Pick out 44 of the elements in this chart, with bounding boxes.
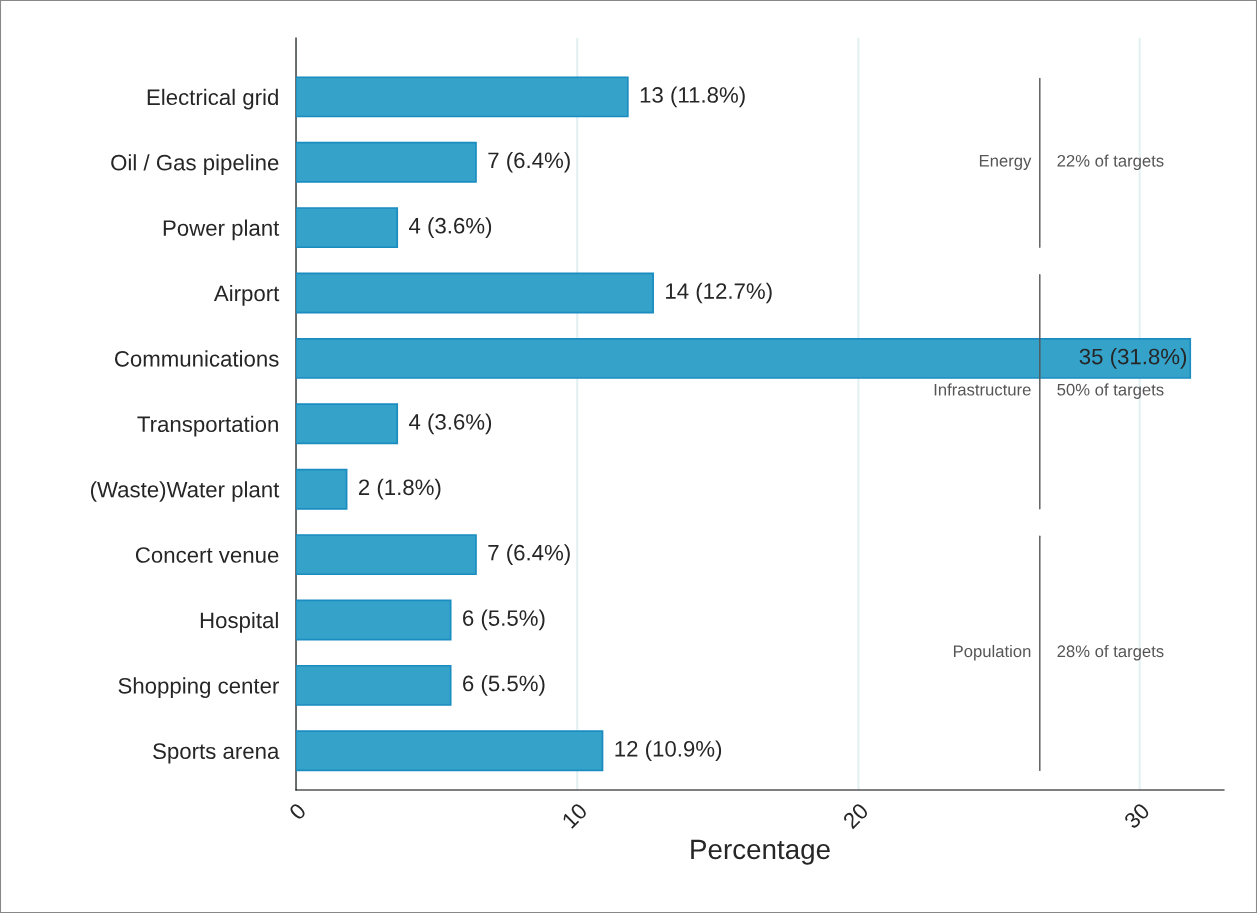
data-label: 35 (31.8%) [1079, 348, 1187, 369]
data-label: 7 (6.4%) [488, 544, 570, 565]
data-label: 4 (3.6%) [409, 217, 492, 238]
data-label: 12 (10.9%) [615, 740, 722, 762]
bar [296, 664, 452, 706]
x-tick-label: 30 [1123, 802, 1151, 830]
y-tick-label: Shopping center [118, 677, 279, 699]
bar [296, 272, 654, 314]
bar [296, 468, 348, 510]
bar [296, 207, 399, 249]
y-tick-label: Transportation [137, 415, 278, 437]
bar [296, 337, 1192, 379]
annotation: Infrastructure [934, 383, 1031, 396]
y-tick-label: (Waste)Water plant [90, 481, 280, 502]
bar [296, 76, 629, 118]
y-tick-label: Power plant [163, 219, 280, 241]
data-label: 13 (11.8%) [640, 86, 745, 108]
data-label: 7 (6.4%) [488, 151, 570, 173]
bar [296, 141, 477, 183]
y-tick-label: Hospital [200, 611, 278, 633]
data-label: 6 (5.5%) [463, 675, 545, 696]
annotation: 22% of targets [1057, 154, 1164, 171]
y-tick-label: Oil / Gas pipeline [111, 154, 279, 175]
bar [296, 403, 399, 445]
annotation: 28% of targets [1057, 644, 1164, 661]
data-label: 2 (1.8%) [358, 478, 441, 500]
annotation: Energy [979, 155, 1032, 171]
x-tick-label: 10 [561, 802, 589, 829]
annotation: Population [953, 644, 1031, 661]
x-tick-label: 20 [842, 802, 870, 830]
y-tick-label: Sports arena [153, 743, 280, 764]
y-tick-label: Airport [213, 284, 280, 306]
bar [296, 534, 477, 576]
data-label: 14 (12.7%) [666, 282, 772, 304]
y-tick-label: Concert venue [135, 547, 279, 563]
x-tick-label: 0 [288, 802, 307, 821]
data-label: 4 (3.6%) [409, 413, 492, 435]
y-tick-label: Communications [114, 350, 279, 367]
bar [296, 730, 604, 772]
annotation: 50% of targets [1057, 383, 1164, 399]
y-tick-label: Electrical grid [147, 88, 278, 110]
bar [296, 599, 452, 641]
x-axis-title: Percentage [691, 839, 830, 865]
data-label: 6 (5.5%) [463, 609, 545, 631]
